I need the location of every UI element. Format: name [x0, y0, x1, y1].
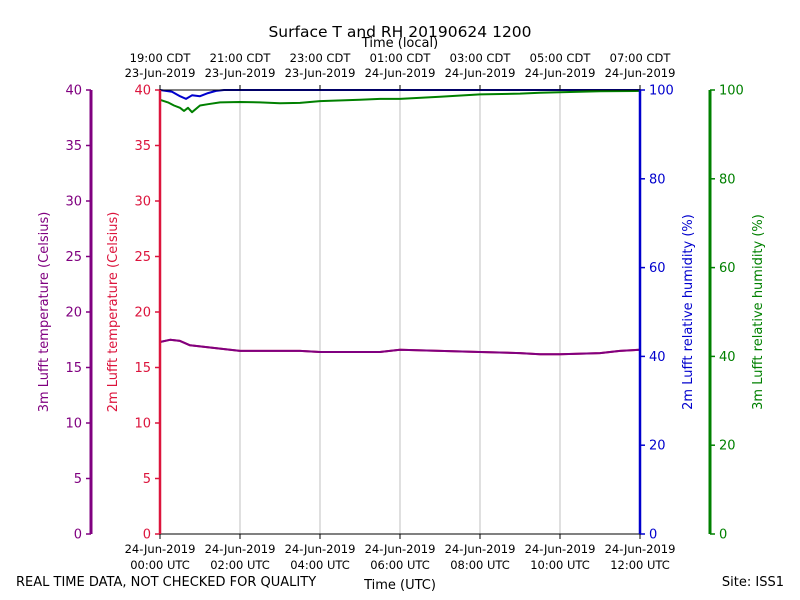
x-bottom-tick-time-3: 06:00 UTC	[370, 558, 430, 572]
rh2m-tick-label-4: 80	[649, 172, 666, 187]
temp3m-tick-label-7: 35	[65, 139, 82, 154]
temp2m-tick-label-3: 15	[134, 361, 151, 376]
top-x-axis-label: Time (local)	[361, 36, 438, 51]
rh3m-tick-label-4: 80	[719, 172, 736, 187]
temp3m-tick-label-3: 15	[65, 361, 82, 376]
x-bottom-tick-time-2: 04:00 UTC	[290, 558, 350, 572]
site-label: Site: ISS1	[721, 575, 784, 590]
x-top-tick-date-0: 23-Jun-2019	[125, 66, 196, 80]
rh3m-tick-label-3: 60	[719, 261, 736, 276]
temp3m-tick-label-1: 5	[74, 472, 82, 487]
rh3m-tick-label-1: 20	[719, 439, 736, 454]
x-top-tick-date-5: 24-Jun-2019	[525, 66, 596, 80]
temp3m-tick-label-8: 40	[65, 84, 82, 99]
x-top-tick-time-0: 19:00 CDT	[130, 51, 192, 65]
rh3m-axis-label: 3m Lufft relative humidity (%)	[751, 214, 766, 410]
temp3m-axis-label: 3m Lufft temperature (Celsius)	[37, 212, 52, 413]
temp2m-tick-label-5: 25	[134, 250, 151, 265]
rh3m-tick-label-0: 0	[719, 528, 727, 543]
temp2m-tick-label-2: 10	[134, 417, 151, 432]
x-bottom-tick-time-6: 12:00 UTC	[610, 558, 670, 572]
temp2m-tick-label-0: 0	[143, 528, 151, 543]
temp2m-tick-label-8: 40	[134, 84, 151, 99]
x-top-tick-date-2: 23-Jun-2019	[285, 66, 356, 80]
x-bottom-tick-date-6: 24-Jun-2019	[605, 542, 676, 556]
temp2m-tick-label-1: 5	[143, 472, 151, 487]
temp3m-tick-label-6: 30	[65, 195, 82, 210]
chart-title: Surface T and RH 20190624 1200	[268, 23, 531, 41]
x-top-tick-date-6: 24-Jun-2019	[605, 66, 676, 80]
rh3m-tick-label-5: 100	[719, 84, 744, 99]
x-top-tick-date-4: 24-Jun-2019	[445, 66, 516, 80]
x-bottom-tick-date-0: 24-Jun-2019	[125, 542, 196, 556]
quality-disclaimer: REAL TIME DATA, NOT CHECKED FOR QUALITY	[16, 575, 317, 590]
rh2m-axis-label: 2m Lufft relative humidity (%)	[681, 214, 696, 410]
rh2m-tick-label-0: 0	[649, 528, 657, 543]
x-bottom-tick-date-5: 24-Jun-2019	[525, 542, 596, 556]
temp2m-tick-label-4: 20	[134, 306, 151, 321]
x-bottom-tick-time-5: 10:00 UTC	[530, 558, 590, 572]
x-bottom-tick-date-3: 24-Jun-2019	[365, 542, 436, 556]
rh2m-tick-label-3: 60	[649, 261, 666, 276]
x-top-tick-date-1: 23-Jun-2019	[205, 66, 276, 80]
temp3m-tick-label-0: 0	[74, 528, 82, 543]
rh2m-tick-label-1: 20	[649, 439, 666, 454]
rh2m-tick-label-2: 40	[649, 350, 666, 365]
rh3m-tick-label-2: 40	[719, 350, 736, 365]
x-bottom-tick-date-4: 24-Jun-2019	[445, 542, 516, 556]
x-top-tick-time-6: 07:00 CDT	[610, 51, 672, 65]
temp3m-tick-label-4: 20	[65, 306, 82, 321]
x-bottom-tick-date-1: 24-Jun-2019	[205, 542, 276, 556]
x-top-tick-time-4: 03:00 CDT	[450, 51, 512, 65]
x-bottom-tick-time-4: 08:00 UTC	[450, 558, 510, 572]
x-bottom-tick-time-0: 00:00 UTC	[130, 558, 190, 572]
x-bottom-tick-date-2: 24-Jun-2019	[285, 542, 356, 556]
x-top-tick-time-5: 05:00 CDT	[530, 51, 592, 65]
temp3m-tick-label-5: 25	[65, 250, 82, 265]
x-bottom-tick-time-1: 02:00 UTC	[210, 558, 270, 572]
x-top-tick-date-3: 24-Jun-2019	[365, 66, 436, 80]
series-temp3m-line	[159, 338, 641, 356]
temp3m-tick-label-2: 10	[65, 417, 82, 432]
temp2m-tick-label-7: 35	[134, 139, 151, 154]
temp2m-tick-label-6: 30	[134, 195, 151, 210]
series-rh3m-line	[159, 89, 641, 114]
x-top-tick-time-2: 23:00 CDT	[290, 51, 352, 65]
rh2m-tick-label-5: 100	[649, 84, 674, 99]
temp2m-axis-label: 2m Lufft temperature (Celsius)	[106, 212, 121, 413]
bottom-x-axis-label: Time (UTC)	[363, 578, 436, 593]
x-top-tick-time-1: 21:00 CDT	[210, 51, 272, 65]
x-top-tick-time-3: 01:00 CDT	[370, 51, 432, 65]
